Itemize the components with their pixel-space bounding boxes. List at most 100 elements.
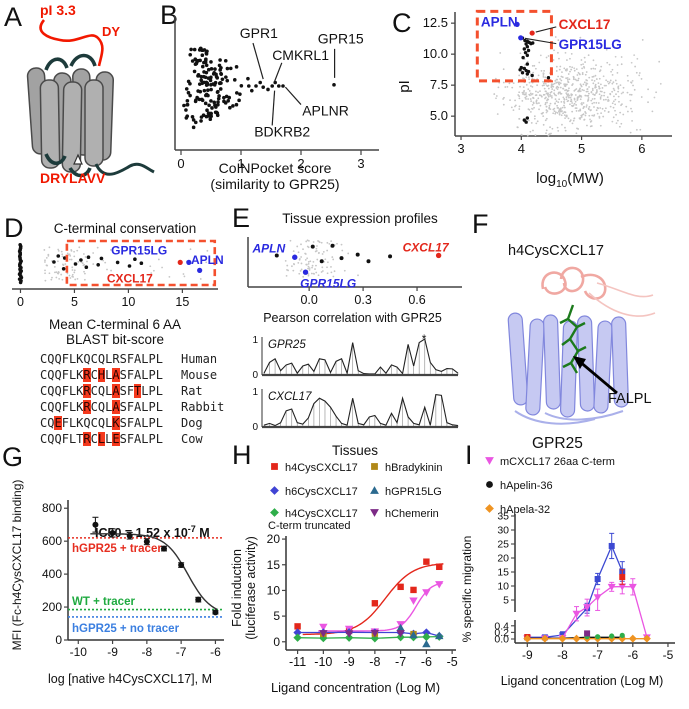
annotation-CXCL17: CXCL17 [403, 241, 450, 255]
chart-shape [612, 100, 615, 103]
chart-shape [297, 261, 300, 264]
square-marker-icon [584, 630, 591, 637]
chart-shape [633, 54, 636, 57]
chart-shape [46, 264, 49, 267]
chart-shape [202, 88, 207, 93]
diamond-marker-icon [558, 634, 567, 643]
chart-shape [629, 93, 631, 96]
panel-letter: E [232, 203, 251, 233]
residue: L [105, 352, 113, 366]
chart-shape [196, 58, 200, 63]
chart-shape [525, 98, 527, 100]
chart-shape [631, 119, 633, 122]
chart-shape [182, 273, 185, 275]
chart-shape [320, 241, 323, 244]
triangle-up-marker-icon [422, 639, 431, 648]
triangle-up-marker-icon [409, 630, 418, 639]
chart-shape [566, 69, 568, 72]
tick-label: -9 [344, 655, 355, 669]
chart-shape [527, 88, 530, 91]
legend-entry: h4CysCXCL17 C-term truncated [268, 506, 358, 532]
chart-shape [587, 54, 590, 57]
chart-shape [300, 262, 303, 265]
residue: R [83, 384, 91, 398]
chart-shape [545, 117, 548, 120]
residue: Q [97, 352, 106, 366]
chart-shape [355, 252, 360, 257]
pi-annotation: pI 3.3 [40, 2, 76, 18]
sequence: CQQFLKRCQLASFTLPL [40, 384, 163, 398]
chart-shape [567, 117, 570, 120]
chart-shape [557, 51, 559, 54]
residue: F [126, 400, 135, 414]
residue: L [141, 416, 149, 430]
chart-shape [526, 52, 529, 54]
x-axis-sublabel: (similarity to GPR25) [210, 176, 340, 192]
legend: mCXCL17 26aa C-term hApelin-36 hApela-32 [455, 446, 689, 516]
chart-shape [582, 83, 585, 86]
chart-shape [568, 78, 571, 81]
chart-shape [618, 100, 620, 103]
chart-shape [522, 47, 527, 51]
chart-shape [198, 89, 203, 94]
chart-shape [536, 120, 539, 123]
chart-shape [330, 240, 333, 242]
chart-shape [531, 41, 535, 45]
chart-shape [563, 104, 565, 107]
chart-shape [524, 37, 557, 45]
chart-shape [574, 94, 577, 96]
chart-shape [588, 86, 590, 88]
chart-shape [161, 545, 167, 552]
residue: S [119, 416, 127, 430]
chart-shape [557, 92, 560, 95]
tick-label: 3 [357, 156, 364, 171]
residue: A [134, 368, 142, 382]
chart-shape [525, 116, 530, 120]
chart-shape [57, 260, 59, 263]
chart-shape [222, 99, 226, 104]
chart-shape [71, 269, 74, 271]
tick-label: 30 [497, 525, 509, 537]
chart-shape [534, 67, 537, 70]
chart-shape [529, 85, 532, 87]
residue: A [112, 384, 120, 398]
chart-shape [52, 260, 56, 264]
chart-shape [551, 127, 554, 130]
chart-shape [591, 98, 594, 100]
sequence: CQQFLKQCQLRSFALPL [40, 352, 163, 366]
chart-shape [333, 270, 336, 273]
chart-shape [204, 63, 209, 68]
chart-shape [300, 243, 302, 246]
chart-shape [228, 66, 233, 71]
chart-shape [208, 117, 213, 121]
chart-shape [557, 86, 560, 89]
chart-shape [525, 92, 527, 94]
residue: L [105, 368, 113, 382]
chart-shape [569, 70, 571, 73]
chart-shape [502, 81, 505, 84]
residue: R [83, 432, 91, 446]
chart-shape [50, 278, 53, 281]
chart-shape [235, 91, 239, 95]
chart-shape [556, 88, 559, 91]
chart-shape [561, 76, 564, 78]
chart-shape [584, 61, 586, 63]
chart-shape [548, 132, 551, 135]
legend-label-line: hChemerin [385, 508, 439, 520]
chart-shape [216, 96, 221, 101]
chart-shape [231, 104, 235, 108]
chart-shape [608, 81, 611, 84]
chart-shape [191, 118, 196, 122]
chart-shape [569, 57, 571, 60]
chart-shape [584, 94, 587, 97]
diamond-marker-icon [523, 634, 532, 643]
panel-I: I mCXCL17 26aa C-term hApelin-36 hApela-32… [455, 440, 689, 709]
receptor-cartoon [26, 19, 155, 178]
tick-label: 35 [497, 511, 509, 523]
triangle-down-marker-icon [409, 597, 418, 605]
chart-shape [204, 80, 209, 85]
chart-shape [309, 260, 312, 263]
chart-shape [611, 73, 614, 76]
triangle-down-marker-icon [344, 630, 354, 638]
